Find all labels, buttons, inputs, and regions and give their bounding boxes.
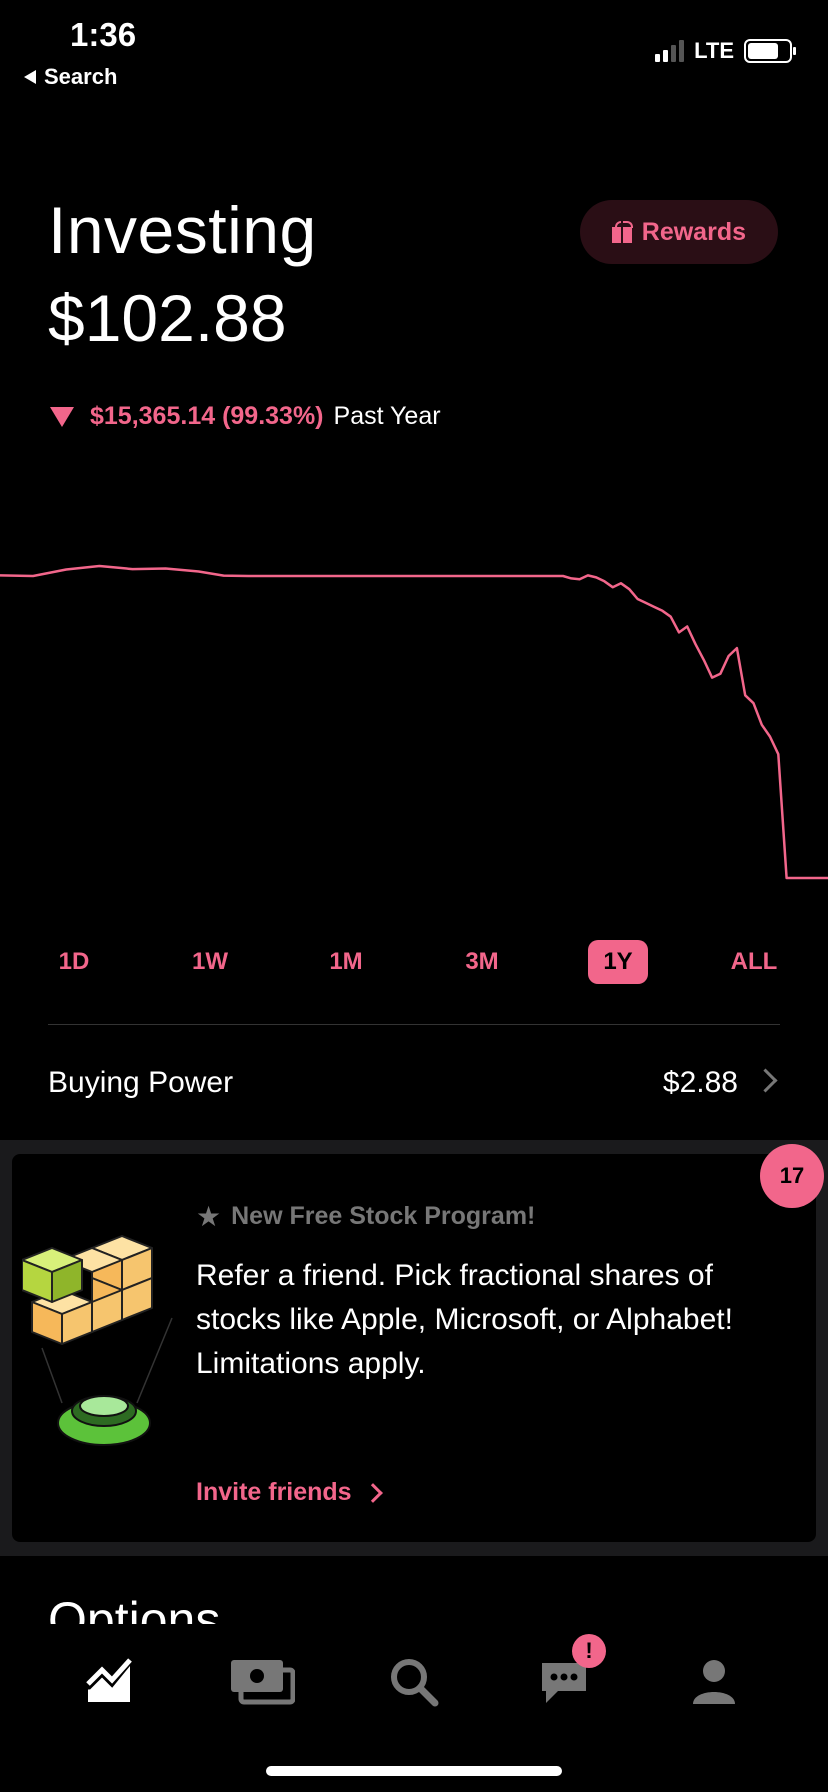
battery-icon <box>744 39 796 63</box>
promo-heading-text: New Free Stock Program! <box>231 1202 536 1230</box>
range-1y[interactable]: 1Y <box>588 940 648 984</box>
back-label: Search <box>44 64 118 89</box>
time-range-selector: 1D 1W 1M 3M 1Y ALL <box>26 940 802 984</box>
promo-body: Refer a friend. Pick fractional shares o… <box>196 1259 733 1380</box>
gift-icon <box>611 221 633 243</box>
messages-icon <box>542 1663 586 1703</box>
invite-friends-link[interactable]: Invite friends <box>196 1478 383 1507</box>
change-amount: $15,365.14 (99.33%) <box>90 402 324 430</box>
buying-power-label[interactable]: Buying Power <box>48 1066 234 1099</box>
cash-icon <box>231 1660 295 1705</box>
tab-bar <box>0 1626 828 1792</box>
chevron-right-icon[interactable] <box>753 1068 778 1093</box>
range-1w[interactable]: 1W <box>192 948 228 975</box>
range-1d[interactable]: 1D <box>58 948 90 975</box>
star-icon: ★ <box>196 1201 222 1232</box>
status-indicators: LTE <box>655 38 796 64</box>
chart-icon <box>86 1658 132 1702</box>
tab-cash[interactable] <box>228 1652 296 1712</box>
rewards-button[interactable]: Rewards <box>579 200 778 264</box>
promo-heading: ★ New Free Stock Program! <box>196 1200 535 1233</box>
blocks-illustration-icon <box>22 1235 173 1446</box>
account-icon <box>693 1660 735 1704</box>
back-to-search-link[interactable]: Search <box>24 64 117 90</box>
performance-change: $15,365.14 (99.33%) Past Year <box>50 402 441 431</box>
network-label: LTE <box>694 38 734 63</box>
status-time: 1:36 <box>70 16 137 53</box>
buying-power-value[interactable]: $2.88 <box>662 1066 738 1099</box>
down-arrow-icon <box>50 406 74 427</box>
range-all[interactable]: ALL <box>730 948 778 975</box>
portfolio-chart[interactable] <box>0 530 828 910</box>
range-1m[interactable]: 1M <box>329 948 363 975</box>
tab-search[interactable] <box>384 1652 444 1712</box>
tab-messages[interactable] <box>534 1652 594 1712</box>
tab-account[interactable] <box>684 1652 744 1712</box>
options-section-title: Options <box>48 1592 221 1624</box>
page-title: Investing <box>48 193 317 267</box>
chart-series-line <box>0 564 828 880</box>
notification-badge: ! <box>572 1634 606 1668</box>
portfolio-value: $102.88 <box>48 281 287 355</box>
promo-card[interactable] <box>12 1154 816 1542</box>
invite-friends-label: Invite friends <box>196 1478 352 1506</box>
signal-icon <box>655 40 685 62</box>
rewards-label: Rewards <box>641 217 746 246</box>
chevron-right-icon <box>362 1482 383 1503</box>
range-3m[interactable]: 3M <box>465 948 499 975</box>
home-indicator <box>266 1766 562 1776</box>
search-icon <box>391 1659 439 1707</box>
change-period: Past Year <box>333 402 441 430</box>
card-count-badge[interactable]: 17 <box>760 1144 824 1208</box>
tab-investing[interactable] <box>80 1652 140 1712</box>
divider <box>48 1024 780 1025</box>
back-arrow-icon <box>24 70 36 84</box>
